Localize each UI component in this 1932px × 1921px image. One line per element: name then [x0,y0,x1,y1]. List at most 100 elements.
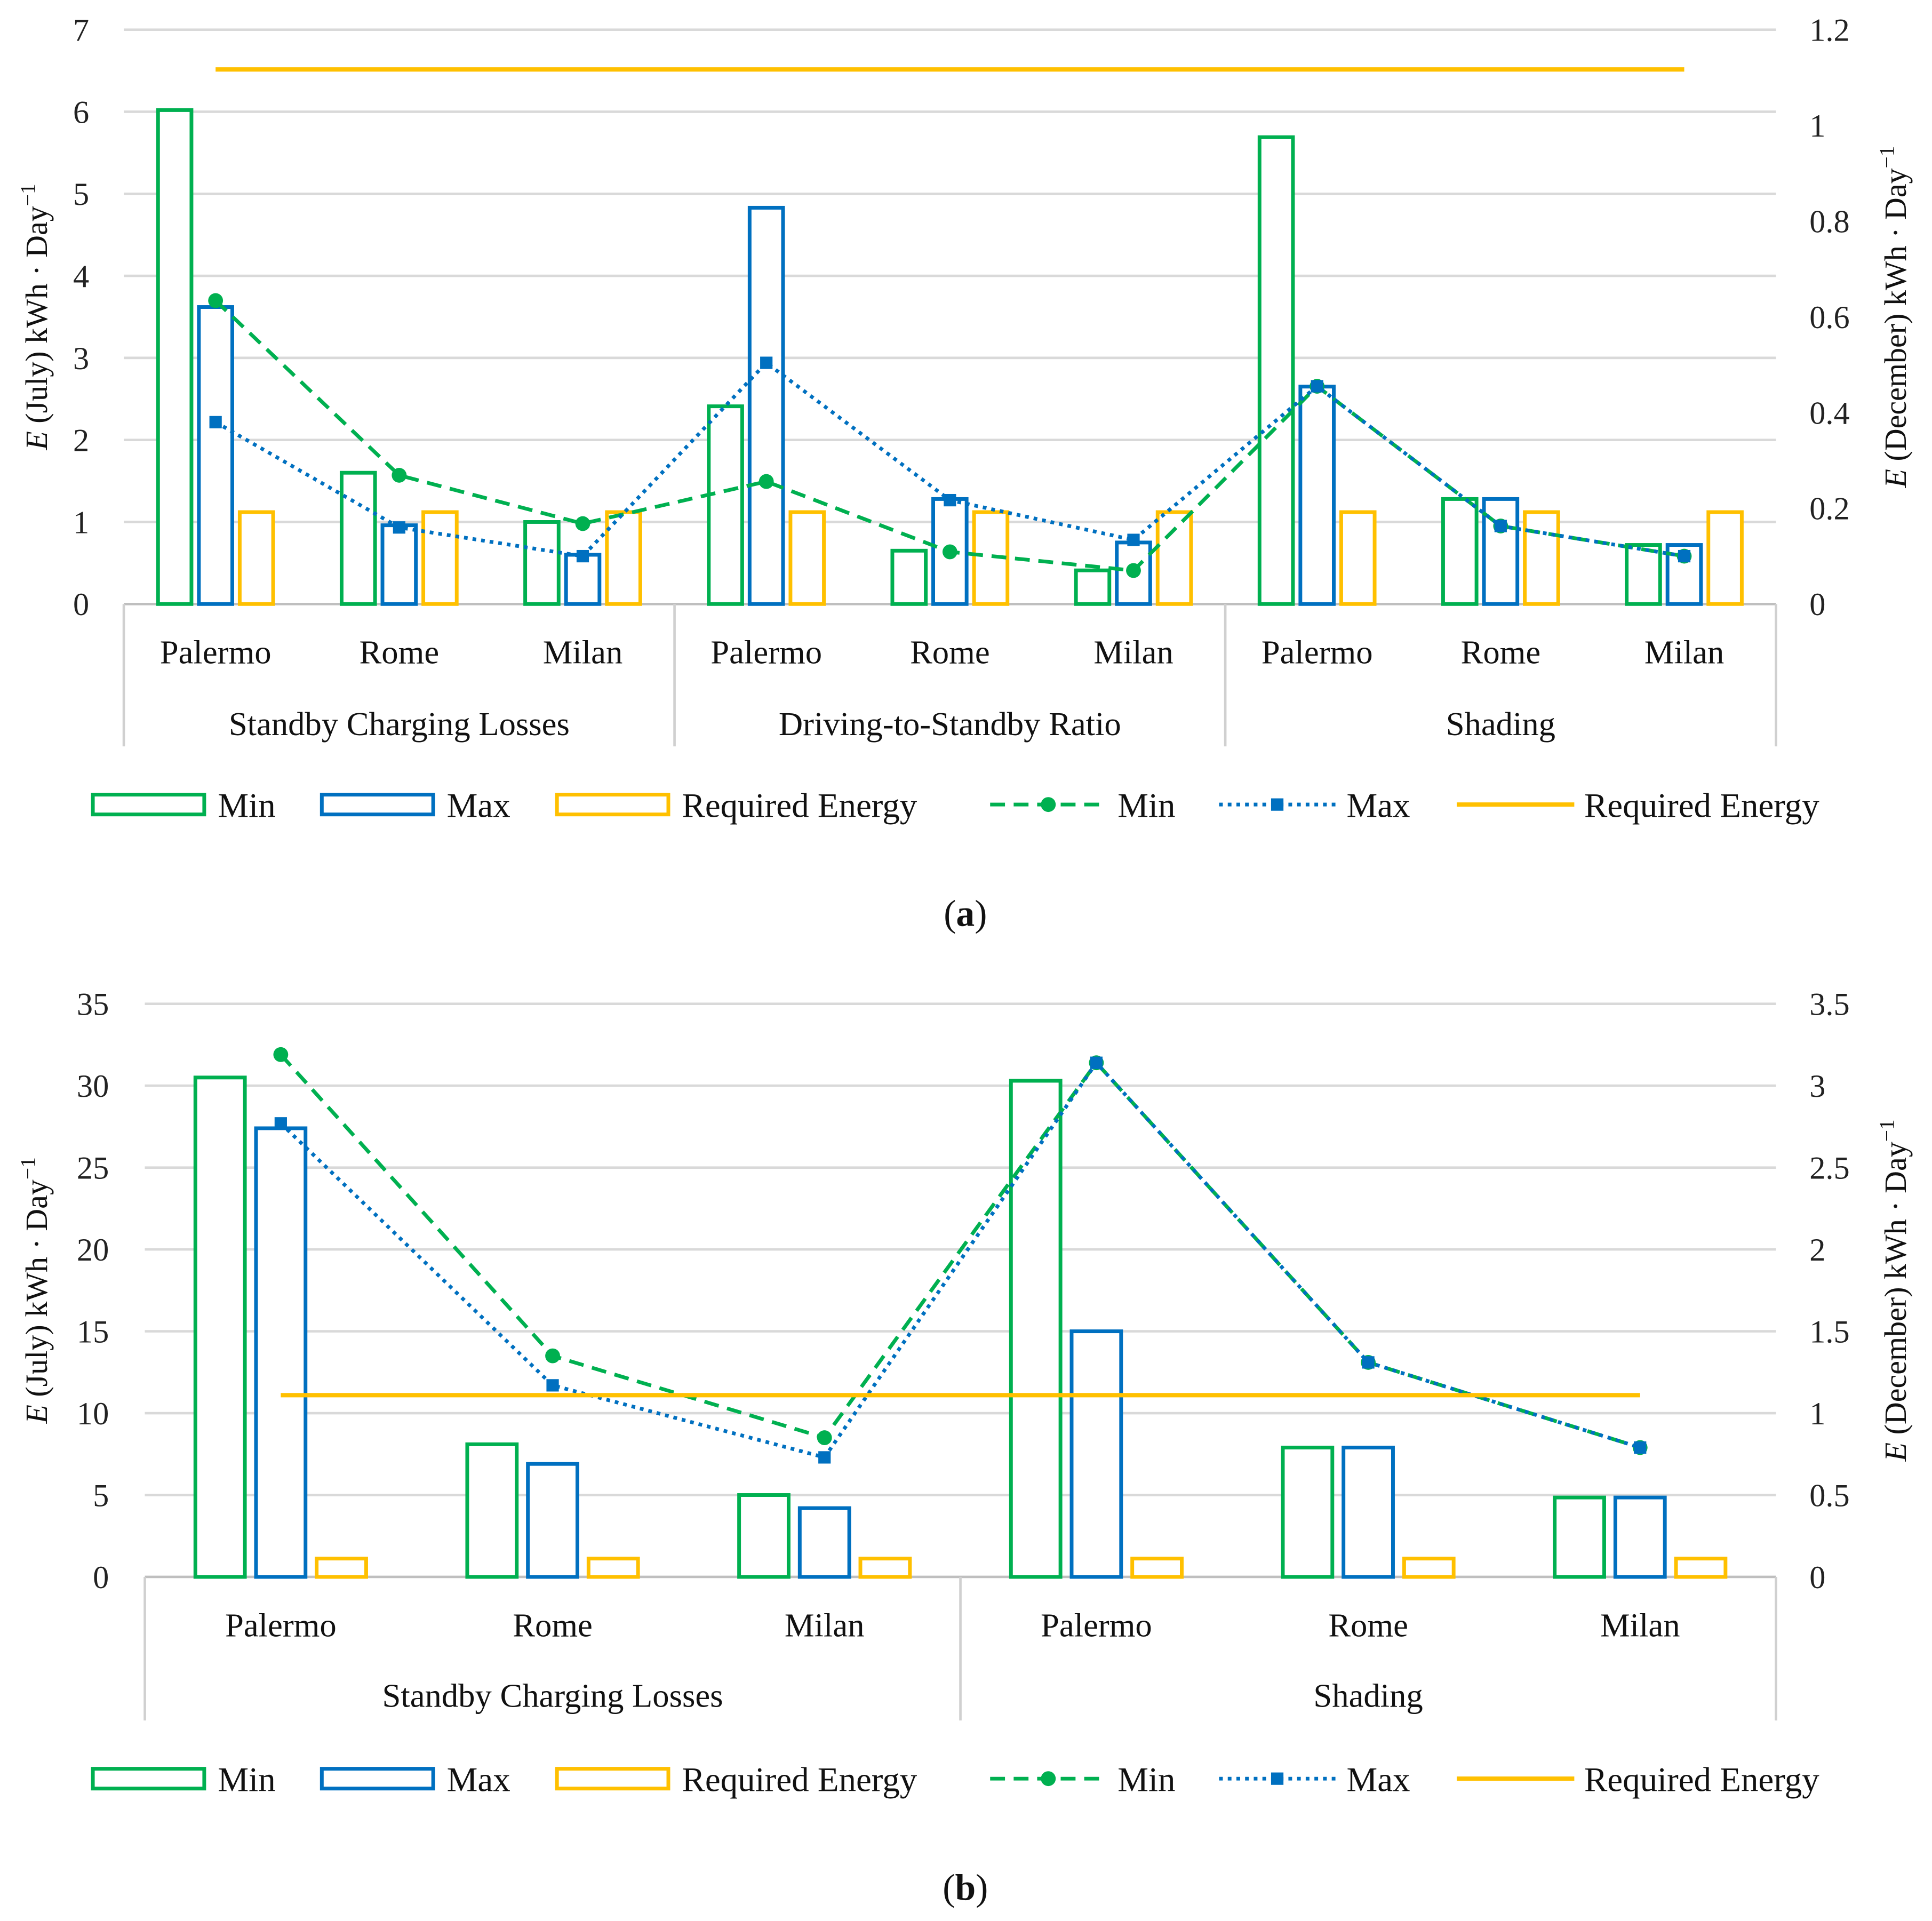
category-label: Milan [543,634,623,671]
right-tick-label: 3.5 [1809,987,1849,1023]
axis-var: E [1878,469,1913,488]
point-max [1678,549,1691,563]
caption-paren: ) [976,1868,988,1909]
axis-var: E [1878,1442,1913,1462]
category-label: Milan [785,1606,865,1644]
category-label: Rome [910,634,990,671]
legend-swatch-bar [320,1767,435,1791]
point-max [1090,1056,1103,1069]
bar-min [1281,1446,1335,1579]
point-min [545,1348,560,1364]
caption-letter: a [956,894,975,935]
bar-required-energy [421,510,459,606]
axis-sup: −1 [16,184,39,206]
bar-required-energy [237,510,275,606]
right-tick-label: 0.2 [1809,491,1849,527]
bar-max [197,305,234,606]
right-tick-label: 0 [1809,1560,1825,1596]
group-label: Shading [1313,1677,1423,1715]
legend-label: Min [218,786,275,825]
point-max [1634,1441,1647,1454]
left-tick-label: 10 [77,1396,109,1432]
bar-required-energy [972,510,1010,606]
left-tick-label: 5 [93,1478,109,1513]
point-max [1127,533,1140,546]
axis-sup: −1 [1875,1119,1898,1142]
bar-max [564,553,602,606]
right-tick-label: 1.5 [1809,1314,1849,1350]
left-tick-label: 30 [77,1069,109,1104]
axis-text: (December) kWh · Day [1878,168,1913,469]
legend-label: Min [1117,786,1175,825]
bar-max [1342,1446,1395,1579]
bar-required-energy [1523,510,1560,606]
bar-min [707,404,744,606]
point-min [392,468,407,483]
caption-paren: ) [975,894,987,935]
bar-required-energy [858,1557,912,1579]
group-label: Standby Charging Losses [229,705,570,743]
left-tick-label: 3 [73,341,89,377]
point-max [274,1117,287,1130]
right-tick-label: 0.8 [1809,204,1849,240]
right-tick-label: 0.4 [1809,395,1849,431]
bar-max [747,205,785,606]
chart-a: 0 1 2 3 4 5 6 7 0 0.2 0.4 0.6 0.8 1 1.2 E (July) kWh · … [16,13,1913,935]
bar-min [1009,1079,1063,1579]
legend: Min Max Required Energy Min Max Required Ener… [91,786,1819,825]
category-label: Palermo [1041,1606,1152,1644]
right-tick-label: 1 [1809,108,1825,144]
line-max [279,1059,1641,1460]
bar-required-energy [1339,510,1377,606]
bar-required-energy [1130,1557,1184,1579]
left-tick-label: 25 [77,1151,109,1186]
point-min [817,1430,832,1446]
legend-marker [1271,1772,1284,1785]
axis-var: E [19,1405,54,1424]
bar-required-energy [1674,1557,1728,1579]
category-label: Rome [360,634,440,671]
left-tick-label: 7 [73,13,89,49]
right-tick-label: 2 [1809,1232,1825,1268]
left-tick-label: 1 [73,505,89,540]
right-tick-label: 1 [1809,1396,1825,1432]
bar-min [523,520,561,606]
bar-max [1069,1329,1123,1579]
point-min [1126,563,1141,578]
point-max [760,356,773,369]
legend-marker [1271,798,1284,811]
bar-required-energy [586,1557,640,1579]
left-tick-label: 35 [77,987,109,1023]
category-label: Milan [1644,634,1725,671]
bar-max [1298,385,1336,606]
legend-label: Required Energy [1584,1760,1819,1799]
left-tick-label: 0 [73,587,89,623]
group-label: Shading [1446,705,1555,743]
bar-min [193,1075,247,1579]
axis-sup: −1 [1875,146,1898,168]
category-label: Rome [1461,634,1541,671]
right-tick-label: 1.2 [1809,13,1849,49]
bar-max [1613,1495,1667,1579]
legend-swatch-bar [555,793,670,817]
legend-swatch-bar [320,793,435,817]
point-max [1362,1356,1375,1369]
category-label: Palermo [710,634,822,671]
legend-label: Min [218,1760,275,1799]
left-axis-title: E (July) kWh · Day−1 [16,184,54,450]
bar-max [526,1462,579,1579]
bar-required-energy [788,510,826,606]
group-label: Standby Charging Losses [382,1677,723,1715]
bar-required-energy [1402,1557,1456,1579]
right-tick-label: 0.6 [1809,300,1849,336]
category-label: Rome [513,1606,593,1644]
legend-label: Max [1346,786,1410,825]
caption: (b) [943,1868,988,1909]
point-max [393,521,405,534]
legend-label: Required Energy [682,786,917,825]
bar-max [1482,497,1520,606]
legend-swatch-bar [91,793,206,817]
category-label: Rome [1328,1606,1408,1644]
legend-marker [1041,797,1056,812]
bar-min [737,1493,791,1579]
